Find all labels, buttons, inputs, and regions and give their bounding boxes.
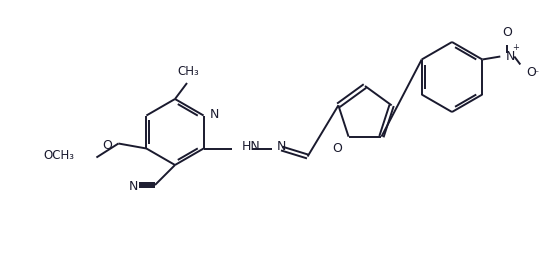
- Text: O: O: [103, 139, 112, 152]
- Text: +: +: [512, 43, 519, 52]
- Text: N: N: [276, 140, 286, 153]
- Text: ⁻: ⁻: [533, 69, 539, 79]
- Text: N: N: [210, 108, 219, 121]
- Text: OCH₃: OCH₃: [43, 149, 74, 162]
- Text: O: O: [526, 67, 536, 79]
- Text: CH₃: CH₃: [177, 65, 199, 78]
- Text: HN: HN: [242, 140, 260, 153]
- Text: N: N: [506, 50, 515, 63]
- Text: O: O: [333, 142, 343, 155]
- Text: O: O: [502, 26, 512, 40]
- Text: N: N: [128, 179, 138, 193]
